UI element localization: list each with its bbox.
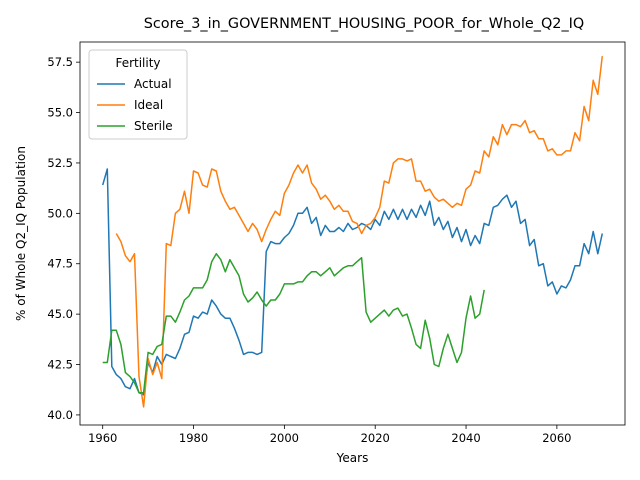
y-tick-label: 55.0 xyxy=(47,106,73,120)
x-tick-label: 2020 xyxy=(361,431,390,445)
series-line-sterile xyxy=(102,252,485,394)
legend-items: Actual Ideal Sterile xyxy=(97,77,173,133)
y-tick-label: 40.0 xyxy=(47,408,73,422)
y-tick-label: 50.0 xyxy=(47,206,73,220)
legend-title: Fertility xyxy=(115,56,160,70)
y-axis-label: % of Whole Q2_IQ Population xyxy=(14,146,28,321)
y-tick-label: 42.5 xyxy=(47,358,73,372)
x-tick-label: 2000 xyxy=(270,431,299,445)
series-line-actual xyxy=(101,168,604,396)
plot-area xyxy=(79,41,626,426)
series-lines xyxy=(101,56,604,408)
chart-title: Score_3_in_GOVERNMENT_HOUSING_POOR_for_W… xyxy=(144,16,584,32)
x-tick-label: 1980 xyxy=(179,431,208,445)
y-tick-label: 45.0 xyxy=(47,307,73,321)
legend-label: Ideal xyxy=(134,98,163,112)
y-tick-label: 47.5 xyxy=(47,257,73,271)
x-axis: 1960 1980 2000 2020 2040 2060 xyxy=(88,425,572,445)
y-tick-label: 52.5 xyxy=(47,156,73,170)
x-tick-label: 2060 xyxy=(542,431,571,445)
legend-label: Actual xyxy=(134,77,172,91)
y-axis: 40.0 42.5 45.0 47.5 50.0 52.5 55.0 57.5 xyxy=(47,55,80,422)
x-tick-label: 1960 xyxy=(88,431,117,445)
legend-label: Sterile xyxy=(134,119,173,133)
x-axis-label: Years xyxy=(336,451,369,465)
legend-box xyxy=(88,49,188,140)
y-tick-label: 57.5 xyxy=(47,55,73,69)
series-line-ideal xyxy=(115,56,604,408)
legend: Fertility Actual Ideal Sterile xyxy=(88,49,188,140)
x-tick-label: 2040 xyxy=(451,431,480,445)
